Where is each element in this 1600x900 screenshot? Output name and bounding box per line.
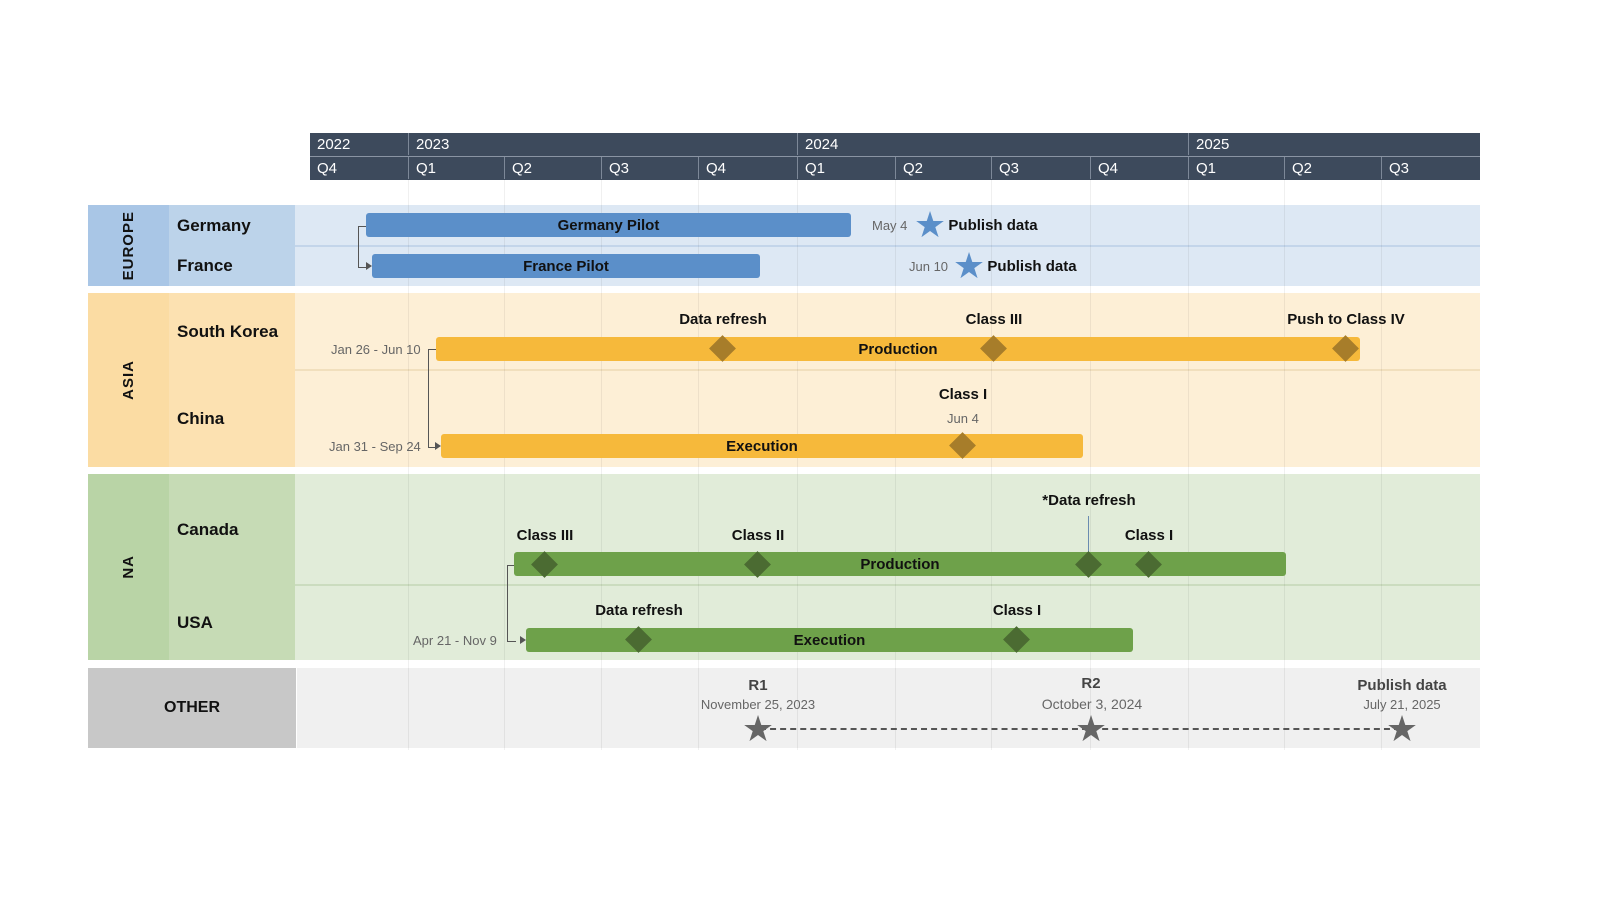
task-bar-execution[interactable]: Execution	[526, 628, 1133, 652]
gridline	[1188, 180, 1189, 750]
task-dates: Apr 21 - Nov 9	[413, 633, 497, 648]
milestone-date: October 3, 2024	[1041, 696, 1143, 712]
milestone-date: Jun 4	[947, 411, 979, 426]
task-bar-execution[interactable]: Execution	[441, 434, 1083, 458]
gridline	[698, 180, 699, 750]
year-2024: 2024	[797, 133, 1188, 155]
star-milestone-icon[interactable]: ★	[741, 708, 775, 749]
milestone-label: Push to Class IV	[1287, 311, 1405, 328]
row-usa: USA	[169, 585, 295, 660]
year-2022: 2022	[317, 136, 351, 153]
quarter: Q2	[895, 157, 991, 179]
quarter: Q2	[504, 157, 601, 179]
task-dates: Jan 31 - Sep 24	[329, 439, 421, 454]
quarter: Q3	[991, 157, 1090, 179]
row-canada: Canada	[169, 474, 295, 585]
milestone-date: November 25, 2023	[700, 697, 816, 712]
dashed-connector	[760, 728, 1400, 730]
row-china: China	[169, 370, 295, 467]
quarter: Q3	[601, 157, 698, 179]
milestone-label: Data refresh	[595, 602, 683, 619]
gridline	[991, 180, 992, 750]
milestone-date: July 21, 2025	[1363, 697, 1441, 712]
task-bar-germany-pilot[interactable]: Germany Pilot	[366, 213, 851, 237]
gridline	[1381, 180, 1382, 750]
group-europe: EUROPE	[88, 205, 169, 286]
quarter: Q1	[1188, 157, 1284, 179]
milestone-date: Jun 10	[909, 259, 949, 274]
row-france: France	[169, 246, 295, 286]
dependency-connector	[428, 349, 437, 448]
quarter: Q4	[698, 157, 797, 179]
group-label: NA	[120, 555, 137, 579]
milestone-label: Data refresh	[679, 311, 767, 328]
year-2023: 2023	[408, 133, 797, 155]
arrow-icon	[520, 636, 526, 644]
quarter: Q1	[797, 157, 895, 179]
gridline	[504, 180, 505, 750]
gridline	[797, 180, 798, 750]
milestone-label: Class I	[938, 386, 988, 403]
milestone-date: May 4	[872, 218, 908, 233]
milestone-label: Class III	[965, 311, 1023, 328]
quarter: Q2	[1284, 157, 1381, 179]
milestone-label: Publish data	[1357, 677, 1447, 694]
group-label: EUROPE	[120, 210, 137, 281]
group-label: ASIA	[120, 360, 137, 400]
quarter: Q4	[317, 160, 338, 177]
other-band	[297, 668, 1480, 748]
gridline	[1090, 180, 1091, 750]
quarter: Q3	[1381, 157, 1480, 179]
group-label: OTHER	[164, 699, 220, 716]
row-divider	[170, 245, 1480, 247]
milestone-label: Class I	[1124, 527, 1174, 544]
row-south-korea: South Korea	[169, 293, 295, 370]
milestone-label: Class II	[731, 527, 785, 544]
arrow-icon	[435, 442, 441, 450]
milestone-label: Publish data	[948, 217, 1038, 234]
group-other: OTHER	[88, 668, 296, 748]
milestone-label: Publish data	[987, 258, 1077, 275]
dependency-connector	[507, 565, 516, 642]
star-milestone-icon[interactable]: ★	[952, 245, 986, 286]
task-dates: Jan 26 - Jun 10	[331, 342, 421, 357]
row-divider	[170, 369, 1480, 371]
milestone-label: *Data refresh	[1042, 492, 1136, 509]
task-bar-production[interactable]: Production	[436, 337, 1360, 361]
row-divider	[170, 584, 1480, 586]
row-germany: Germany	[169, 205, 295, 246]
milestone-label: R1	[748, 677, 768, 694]
callout-line	[1088, 516, 1089, 556]
gridline	[895, 180, 896, 750]
dependency-connector	[358, 226, 367, 268]
quarter: Q4	[1090, 157, 1188, 179]
gridline	[408, 180, 409, 750]
gridline	[1284, 180, 1285, 750]
star-milestone-icon[interactable]: ★	[1074, 708, 1108, 749]
task-bar-production[interactable]: Production	[514, 552, 1286, 576]
year-2025: 2025	[1188, 133, 1480, 155]
star-milestone-icon[interactable]: ★	[913, 204, 947, 245]
group-asia: ASIA	[88, 293, 169, 467]
timeline-header: 2022 2023 2024 2025 Q4 Q1 Q2 Q3 Q4 Q1 Q2…	[310, 133, 1480, 180]
gridline	[601, 180, 602, 750]
milestone-label: Class III	[516, 527, 574, 544]
quarter: Q1	[408, 157, 504, 179]
group-na: NA	[88, 474, 169, 660]
milestone-label: R2	[1081, 675, 1101, 692]
arrow-icon	[366, 262, 372, 270]
milestone-label: Class I	[992, 602, 1042, 619]
star-milestone-icon[interactable]: ★	[1385, 708, 1419, 749]
task-bar-france-pilot[interactable]: France Pilot	[372, 254, 760, 278]
